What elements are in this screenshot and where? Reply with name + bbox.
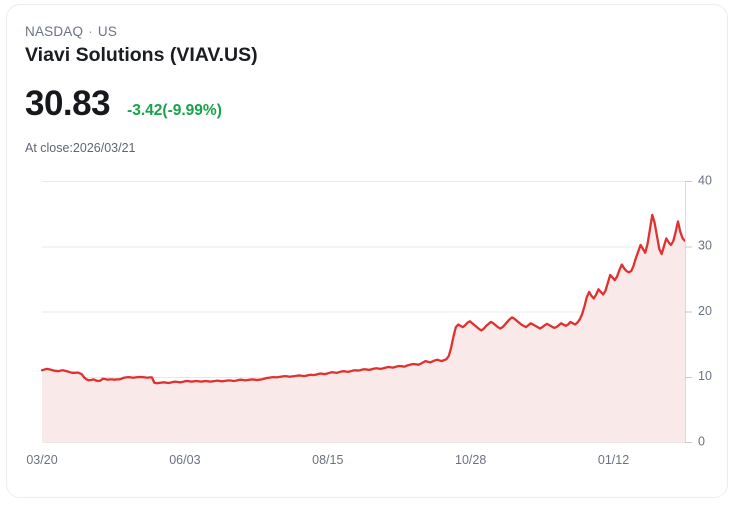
stock-quote-card: NASDAQ · US Viavi Solutions (VIAV.US) 30.8… xyxy=(6,4,728,498)
price-row: 30.83 -3.42(-9.99%) xyxy=(25,84,685,124)
exchange-separator: · xyxy=(88,24,93,39)
market-status-note: At close:2026/03/21 xyxy=(25,141,136,155)
x-axis-tick-label: 10/28 xyxy=(455,453,486,467)
price-area-fill xyxy=(42,214,685,442)
price-line xyxy=(40,213,687,385)
quote-header: NASDAQ · US Viavi Solutions (VIAV.US) 30.8… xyxy=(25,23,685,156)
exchange-region-row: NASDAQ · US xyxy=(25,23,685,41)
y-axis-tick-label: 0 xyxy=(698,434,705,448)
x-axis-labels: 03/20 06/03 08/15 10/28 01/12 xyxy=(26,453,629,467)
chart-axes xyxy=(685,181,692,443)
page-title: Viavi Solutions (VIAV.US) xyxy=(25,44,258,66)
y-axis-tick-label: 30 xyxy=(698,239,712,253)
region-label: US xyxy=(97,24,118,39)
y-axis-tick-label: 10 xyxy=(698,369,712,383)
x-axis-tick-label: 01/12 xyxy=(598,453,629,467)
y-axis-labels: 0 10 20 30 40 xyxy=(698,173,712,448)
y-axis-tick-label: 20 xyxy=(698,304,712,318)
price-chart: 0 10 20 30 40 03/20 06/03 08/15 10/28 01/12 xyxy=(7,165,728,485)
price-value: 30.83 xyxy=(25,84,111,123)
price-chart-svg[interactable]: 0 10 20 30 40 03/20 06/03 08/15 10/28 01/12 xyxy=(7,165,728,485)
x-axis-tick-label: 03/20 xyxy=(26,453,57,467)
x-axis-tick-label: 08/15 xyxy=(312,453,343,467)
x-axis-tick-label: 06/03 xyxy=(169,453,200,467)
exchange-label: NASDAQ xyxy=(25,24,84,39)
y-axis-tick-label: 40 xyxy=(698,173,712,187)
price-change: -3.42(-9.99%) xyxy=(127,102,222,119)
